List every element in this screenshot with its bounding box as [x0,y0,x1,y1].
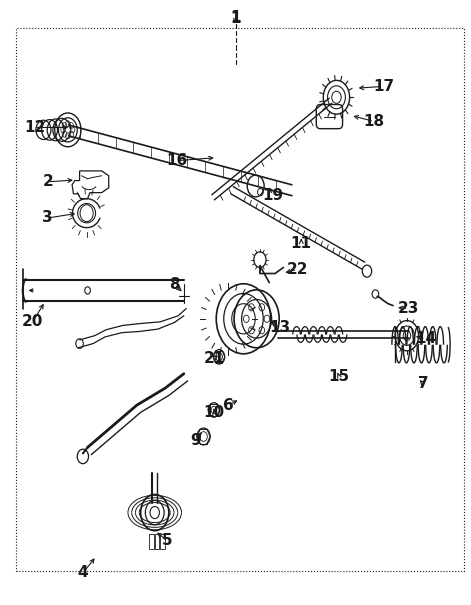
Text: 20: 20 [22,315,43,329]
Text: 22: 22 [287,262,308,277]
Text: 10: 10 [204,405,225,420]
Text: 1: 1 [230,10,241,25]
Text: 9: 9 [190,433,201,448]
Text: 16: 16 [166,153,187,168]
Text: 23: 23 [398,301,419,316]
Text: 7: 7 [418,376,429,391]
Text: 15: 15 [328,368,349,384]
Text: 19: 19 [262,188,284,203]
Bar [149,534,154,549]
Text: 6: 6 [223,397,234,413]
Text: 3: 3 [42,211,53,226]
Bar [160,534,165,549]
Text: 5: 5 [162,534,173,548]
Text: 21: 21 [204,350,225,365]
Text: 18: 18 [364,114,385,129]
Text: 12: 12 [24,120,45,135]
Text: 11: 11 [291,236,312,251]
Text: 1: 1 [230,11,241,26]
Text: 4: 4 [78,566,88,580]
Text: 8: 8 [169,277,180,292]
Text: 17: 17 [373,79,394,94]
Text: 14: 14 [415,331,436,346]
Text: 13: 13 [269,321,291,335]
Text: 2: 2 [42,174,53,189]
Bar [155,534,159,549]
